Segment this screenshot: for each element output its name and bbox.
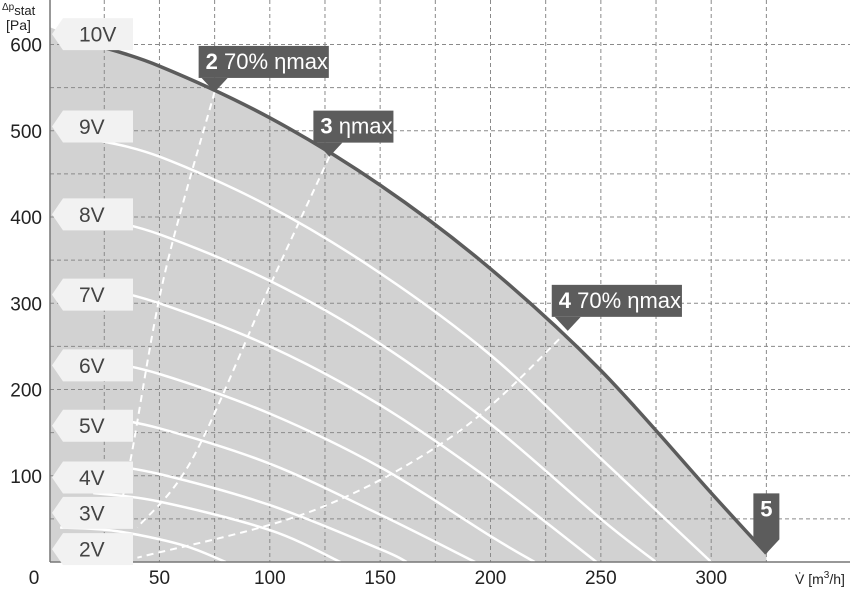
- voltage-label-7V: 7V: [52, 278, 133, 311]
- callout-box: [198, 45, 329, 78]
- x-tick-label: 150: [364, 568, 396, 589]
- voltage-label-6V: 6V: [52, 349, 133, 382]
- voltage-labels: 10V 9V 8V 7V 6V 5V 4V 3V 2V: [52, 18, 133, 566]
- voltage-label-2V: 2V: [52, 533, 133, 566]
- y-tick-label: 400: [10, 208, 42, 229]
- callouts: 2 70% ηmax 3 ηmax 4 70% ηmax 5: [198, 45, 780, 554]
- callout-box: [551, 284, 682, 317]
- series-line-10V: [92, 42, 768, 555]
- series-line-6V: [92, 358, 536, 562]
- voltage-tag: [52, 18, 133, 51]
- voltage-label-9V: 9V: [52, 110, 133, 143]
- callout-pointer: [201, 77, 228, 92]
- voltage-label-text: 6V: [79, 355, 105, 378]
- y-axis-unit: [Pa]: [6, 17, 31, 33]
- voltage-label-text: 2V: [79, 539, 105, 562]
- voltage-label-text: 9V: [79, 116, 105, 139]
- voltage-tag: [52, 198, 133, 231]
- voltage-tag: [52, 496, 133, 529]
- series-line-4V: [92, 461, 408, 562]
- operating-area-fill: [50, 27, 767, 562]
- voltage-tag: [52, 110, 133, 143]
- voltage-label-text: 4V: [79, 467, 105, 490]
- voltage-tag: [52, 349, 133, 382]
- callout-3: 3 ηmax: [313, 110, 394, 157]
- y-tick-label: 100: [10, 467, 42, 488]
- callout-5: 5: [753, 493, 780, 554]
- voltage-label-4V: 4V: [52, 461, 133, 494]
- voltage-tag: [52, 409, 133, 442]
- operating-area: [50, 27, 767, 562]
- y-axis-label: Δpstat: [2, 2, 36, 18]
- voltage-tag: [52, 533, 133, 566]
- series-line-5V: [92, 414, 476, 562]
- voltage-label-text: 10V: [79, 24, 116, 47]
- callout-pointer: [316, 142, 343, 157]
- y-tick-label: 500: [10, 122, 42, 143]
- callout-4: 4 70% ηmax: [551, 284, 682, 331]
- x-tick-label: 300: [695, 568, 727, 589]
- x-tick-label: 0: [29, 568, 40, 589]
- callout-label: 5: [760, 496, 772, 521]
- y-tick-label: 600: [10, 36, 42, 57]
- callout-pointer: [554, 316, 581, 331]
- voltage-label-text: 3V: [79, 502, 105, 525]
- voltage-label-5V: 5V: [52, 409, 133, 442]
- voltage-label-text: 7V: [79, 284, 105, 307]
- y-tick-label: 300: [10, 294, 42, 315]
- series-line-9V: [92, 138, 713, 562]
- voltage-tag: [52, 461, 133, 494]
- voltage-label-10V: 10V: [52, 18, 133, 51]
- efficiency-line-2: [136, 156, 331, 529]
- callout-label: 2 70% ηmax: [206, 49, 328, 74]
- x-axis-label: V̇ [m3/h]: [795, 570, 845, 587]
- callout-box: [753, 493, 780, 554]
- x-tick-label: 200: [475, 568, 507, 589]
- callout-2: 2 70% ηmax: [198, 45, 329, 92]
- series-line-8V: [92, 215, 657, 562]
- callout-box: [313, 110, 394, 143]
- voltage-tag: [52, 278, 133, 311]
- voltage-label-text: 5V: [79, 415, 105, 438]
- callout-label: 3 ηmax: [320, 114, 392, 139]
- voltage-label-text: 8V: [79, 204, 105, 227]
- series-line-7V: [92, 284, 598, 562]
- voltage-label-3V: 3V: [52, 496, 133, 529]
- y-tick-label: 200: [10, 381, 42, 402]
- curves: [60, 42, 768, 562]
- x-tick-label: 250: [585, 568, 617, 589]
- callout-label: 4 70% ηmax: [559, 288, 681, 313]
- voltage-label-8V: 8V: [52, 198, 133, 231]
- x-tick-label: 100: [254, 568, 286, 589]
- x-tick-label: 50: [149, 568, 170, 589]
